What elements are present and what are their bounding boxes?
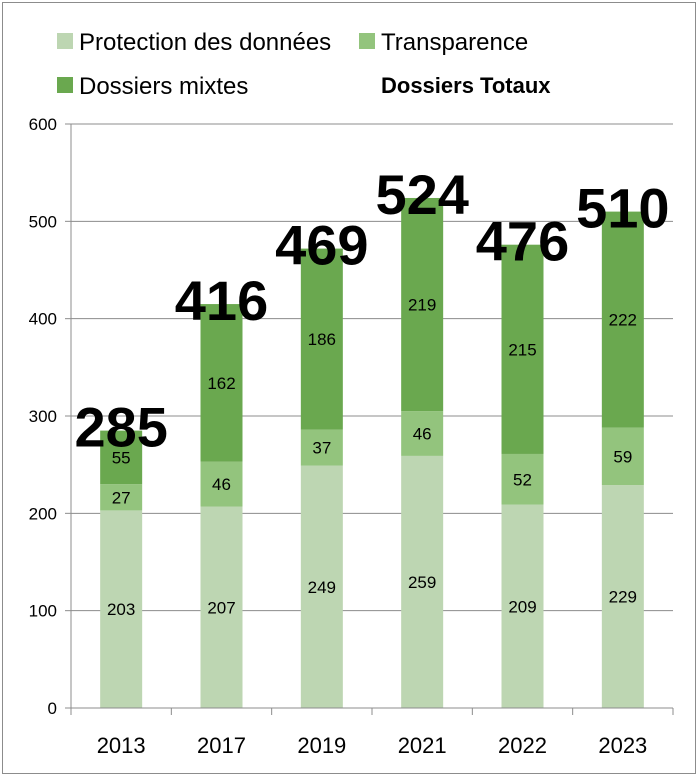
- total-label: 285: [74, 396, 167, 459]
- legend-item-mixtes: Dossiers mixtes: [57, 73, 248, 100]
- x-tick-label: 2023: [598, 733, 647, 758]
- total-label: 469: [275, 214, 368, 277]
- total-label: 510: [576, 177, 669, 240]
- bar-segment-protection: [601, 485, 644, 708]
- gridlines: [71, 123, 673, 612]
- x-tick-label: 2017: [197, 733, 246, 758]
- data-label: 209: [508, 597, 536, 616]
- data-label: 219: [408, 296, 436, 315]
- y-axis: 0 100 200 300 400 500 600: [29, 115, 72, 718]
- legend-swatch-mixtes: [57, 77, 73, 93]
- bar-segment-protection: [300, 465, 343, 708]
- data-label: 186: [308, 330, 336, 349]
- legend-label-mixtes: Dossiers mixtes: [79, 73, 248, 100]
- stacked-bar-chart: Protection des données Transparence Doss…: [29, 29, 674, 758]
- data-label: 215: [508, 340, 536, 359]
- y-tick-label: 600: [29, 115, 57, 134]
- legend-item-protection: Protection des données: [57, 29, 331, 56]
- bar-segment-mixtes: [200, 304, 243, 462]
- bar-segment-protection: [401, 455, 444, 708]
- legend-swatch-transparence: [359, 33, 375, 49]
- bar-segment-transparence: [601, 427, 644, 486]
- bar-segment-transparence: [300, 429, 343, 466]
- data-label: 27: [112, 488, 131, 507]
- bar-segment-mixtes: [300, 248, 343, 430]
- data-label: 37: [312, 439, 331, 458]
- data-label: 162: [207, 374, 235, 393]
- data-label: 46: [413, 425, 432, 444]
- x-tick-label: 2022: [498, 733, 547, 758]
- bar-segment-mixtes: [401, 197, 444, 412]
- y-tick-label: 0: [48, 699, 57, 718]
- y-tick-label: 300: [29, 407, 57, 426]
- y-tick-label: 400: [29, 310, 57, 329]
- y-tick-label: 500: [29, 212, 57, 231]
- bar-segment-protection: [200, 506, 243, 708]
- legend-label-totaux: Dossiers Totaux: [381, 73, 551, 98]
- bar-segment-protection: [100, 510, 143, 708]
- x-tick-label: 2013: [97, 733, 146, 758]
- data-label: 55: [112, 448, 131, 467]
- legend-swatch-protection: [57, 33, 73, 49]
- y-tick-label: 100: [29, 602, 57, 621]
- x-tick-label: 2019: [297, 733, 346, 758]
- data-label: 207: [207, 598, 235, 617]
- bar-segment-transparence: [401, 411, 444, 456]
- data-label: 229: [609, 588, 637, 607]
- bar-segment-protection: [501, 504, 544, 708]
- data-label: 59: [613, 447, 632, 466]
- legend-label-protection: Protection des données: [79, 29, 331, 56]
- legend-item-totaux: Dossiers Totaux: [381, 73, 551, 98]
- data-label: 249: [308, 578, 336, 597]
- total-label: 416: [175, 269, 268, 332]
- x-tick-label: 2021: [398, 733, 447, 758]
- x-axis: 2013 2017 2019 2021 2022 2023: [70, 707, 674, 758]
- bars: 203 27 55 207 46 162 249 37 186 259 46 219 209 52 215 2…: [100, 197, 644, 708]
- total-label: 524: [375, 163, 468, 226]
- bar-segment-transparence: [200, 461, 243, 507]
- bar-segment-transparence: [100, 484, 143, 511]
- data-label: 259: [408, 573, 436, 592]
- bar-segment-mixtes: [100, 430, 143, 485]
- data-label: 222: [609, 311, 637, 330]
- legend-label-transparence: Transparence: [381, 29, 528, 56]
- data-label: 52: [513, 470, 532, 489]
- bar-segment-mixtes: [601, 211, 644, 428]
- legend-item-transparence: Transparence: [359, 29, 528, 56]
- bar-segment-transparence: [501, 453, 544, 505]
- data-label: 46: [212, 475, 231, 494]
- y-tick-label: 200: [29, 504, 57, 523]
- legend: Protection des données Transparence Doss…: [57, 29, 551, 100]
- bar-segment-mixtes: [501, 244, 544, 454]
- data-label: 203: [107, 600, 135, 619]
- total-label: 476: [476, 210, 569, 273]
